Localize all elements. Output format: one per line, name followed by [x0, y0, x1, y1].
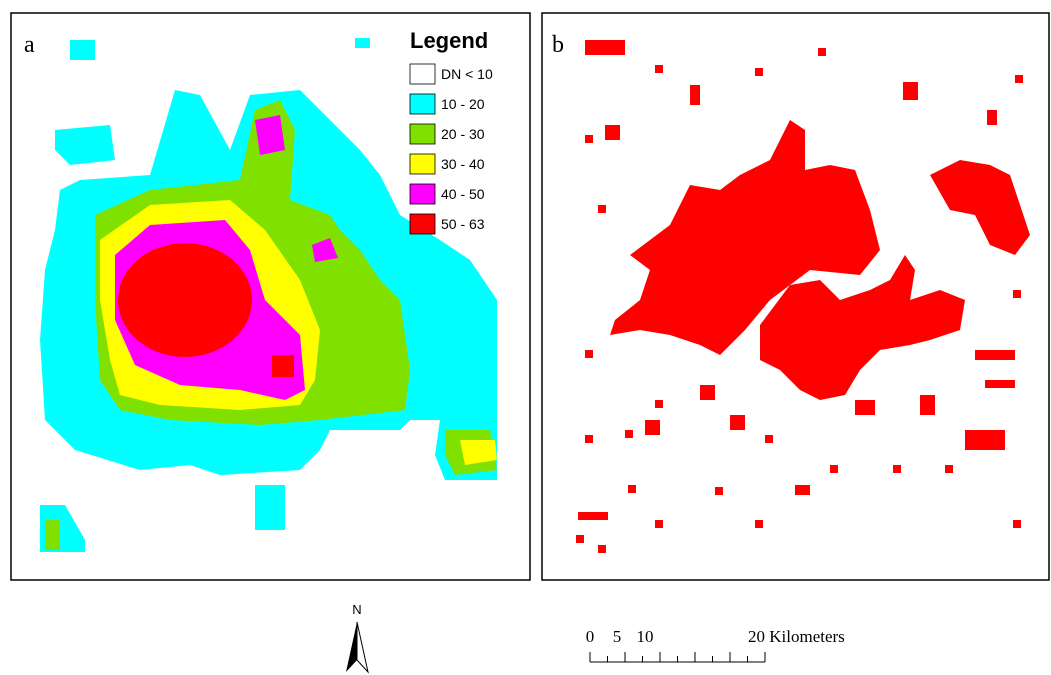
panel-a: a Legend DN < 10 10 - 20 20 - 30 30 - 40 40 … — [10, 12, 531, 581]
scale-label: 10 — [637, 627, 654, 646]
legend-swatch — [409, 183, 436, 205]
legend-title: Legend — [410, 28, 488, 53]
legend-label: 10 - 20 — [441, 96, 485, 112]
north-label: N — [352, 602, 361, 617]
legend-label: 40 - 50 — [441, 186, 485, 202]
legend-swatch — [409, 153, 436, 175]
legend-label: DN < 10 — [441, 66, 493, 82]
legend-swatch — [409, 123, 436, 145]
panel-b: b — [541, 12, 1050, 581]
legend: Legend DN < 10 10 - 20 20 - 30 30 - 40 40 - … — [409, 28, 493, 235]
map-raster-b — [576, 40, 1030, 553]
panel-label: b — [552, 32, 564, 58]
legend-label: 30 - 40 — [441, 156, 485, 172]
scale-label: 5 — [613, 627, 622, 646]
scale-label: 20 Kilometers — [748, 627, 845, 646]
legend-swatch — [409, 93, 436, 115]
legend-label: 20 - 30 — [441, 126, 485, 142]
north-arrow: N — [346, 602, 369, 674]
scale-label: 0 — [586, 627, 595, 646]
panel-label: a — [24, 32, 35, 58]
legend-swatch — [409, 63, 436, 85]
legend-label: 50 - 63 — [441, 216, 485, 232]
map-raster-a — [40, 38, 497, 552]
scale-bar: 0 5 10 20 Kilometers — [586, 627, 845, 663]
legend-swatch — [409, 213, 436, 235]
